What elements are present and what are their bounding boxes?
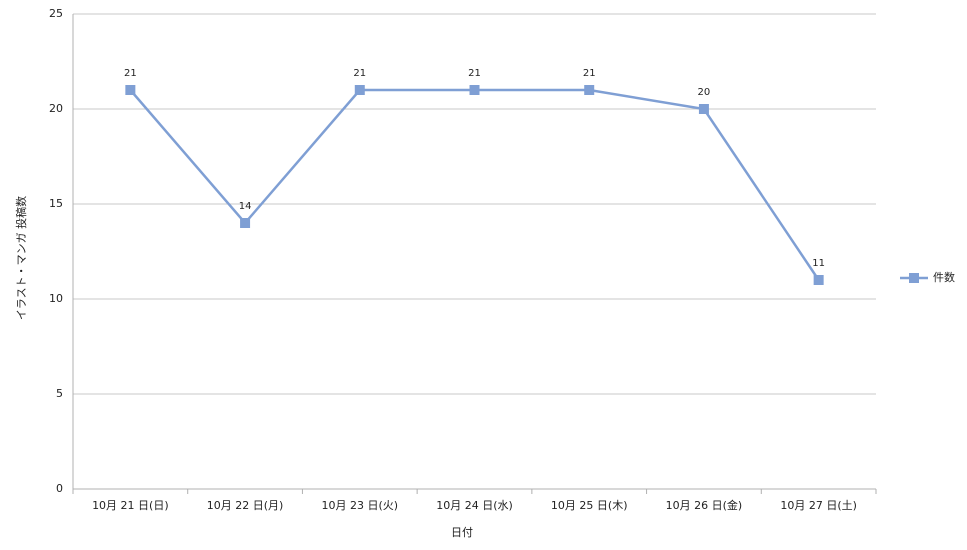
y-axis-title: イラスト・マンガ 投稿数 [14, 196, 28, 320]
data-label: 21 [468, 68, 481, 79]
x-tick-label: 10月 26 日(金) [666, 498, 743, 512]
marker [240, 218, 251, 228]
legend-label: 件数 [933, 271, 955, 284]
y-tick-label: 20 [49, 102, 63, 115]
data-label: 21 [124, 68, 137, 79]
x-axis-title: 日付 [451, 526, 473, 539]
marker [354, 85, 365, 95]
data-label: 11 [812, 258, 825, 269]
y-tick-label: 5 [56, 387, 63, 400]
x-tick-label: 10月 21 日(日) [92, 499, 169, 512]
x-tick-label: 10月 27 日(土) [780, 499, 857, 512]
legend-marker [909, 273, 919, 283]
data-label: 14 [239, 201, 252, 212]
marker [469, 85, 480, 95]
marker [698, 104, 709, 114]
x-tick-label: 10月 25 日(木) [551, 499, 628, 512]
marker [584, 85, 595, 95]
y-tick-label: 15 [49, 197, 63, 210]
series-line [129, 88, 820, 281]
y-tick-label: 0 [56, 482, 63, 495]
data-label: 21 [353, 68, 366, 79]
x-tick-label: 10月 22 日(月) [207, 499, 284, 512]
y-tick-label: 10 [49, 292, 63, 305]
x-tick-label: 10月 23 日(火) [321, 499, 398, 512]
x-tick-label: 10月 24 日(水) [436, 499, 513, 512]
marker [813, 275, 824, 285]
marker [125, 85, 136, 95]
data-label: 21 [583, 68, 596, 79]
data-label: 20 [698, 87, 711, 98]
y-tick-label: 25 [49, 7, 63, 20]
